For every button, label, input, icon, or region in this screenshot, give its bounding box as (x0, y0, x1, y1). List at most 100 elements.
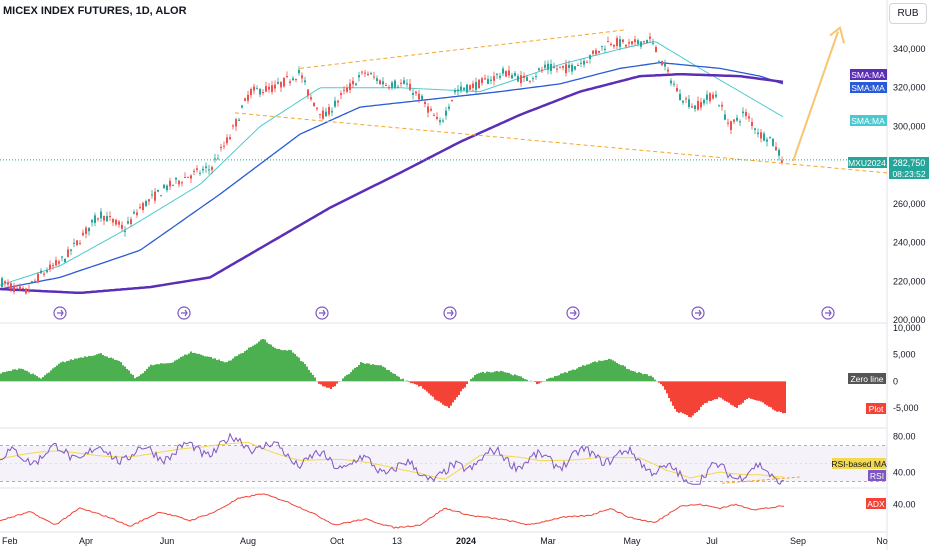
osc-bar (614, 361, 616, 382)
osc-bar (716, 381, 718, 400)
osc-bar (718, 381, 720, 398)
osc-bar (260, 339, 262, 382)
candle-body (136, 212, 138, 216)
candle-body (22, 287, 24, 289)
osc-bar (360, 362, 362, 382)
osc-bar (76, 358, 78, 382)
osc-bar (210, 356, 212, 382)
candle-body (148, 199, 150, 202)
osc-bar (142, 373, 144, 382)
candle-body (511, 75, 513, 79)
candle-body (106, 216, 108, 222)
osc-bar (224, 362, 226, 382)
osc-bar (446, 381, 448, 407)
time-tick-label: Oct (330, 536, 345, 546)
osc-bar (206, 356, 208, 382)
candle-body (652, 42, 654, 44)
osc-bar (630, 370, 632, 382)
osc-bar (744, 381, 746, 401)
candle-body (655, 47, 657, 53)
candle-body (535, 76, 537, 78)
osc-bar (148, 366, 150, 382)
candle-body (280, 81, 282, 88)
osc-bar (610, 359, 612, 382)
osc-bar (44, 375, 46, 382)
osc-bar (350, 372, 352, 382)
osc-bar (16, 369, 18, 382)
time-tick-label: 13 (392, 536, 402, 546)
candle-body (577, 65, 579, 67)
osc-bar (604, 360, 606, 382)
currency-button[interactable]: RUB (889, 3, 927, 24)
osc-bar (282, 350, 284, 382)
osc-bar (562, 373, 564, 382)
oscillator-pane: 10,000 5,000 0 -5,000 (0, 323, 921, 418)
candle-body (514, 73, 516, 76)
candle-body (376, 78, 378, 82)
candle-body (700, 102, 702, 108)
osc-bar (392, 373, 394, 382)
plot-tag: Plot (866, 403, 886, 414)
arrow-head (829, 26, 845, 44)
osc-bar (362, 362, 364, 382)
osc-bar (296, 356, 298, 382)
candle-body (604, 48, 606, 50)
osc-bar (64, 362, 66, 382)
osc-tick-label: 0 (893, 376, 898, 386)
time-tick-label: Jun (160, 536, 175, 546)
candle-body (277, 81, 279, 84)
candle-body (49, 264, 51, 269)
osc-bar (592, 362, 594, 382)
osc-bar (638, 372, 640, 382)
osc-bar (514, 374, 516, 382)
candle-body (640, 41, 642, 47)
candle-body (214, 158, 216, 160)
candle-body (298, 69, 300, 74)
sma-mid-line (0, 61, 784, 290)
osc-bar (220, 361, 222, 382)
osc-bar (578, 367, 580, 382)
candle-body (418, 93, 420, 100)
candle-body (46, 270, 48, 273)
osc-bar (182, 356, 184, 382)
candle-body (85, 227, 87, 234)
osc-bar (86, 356, 88, 382)
osc-bar (588, 364, 590, 382)
osc-bar (240, 353, 242, 382)
candle-body (478, 79, 480, 89)
osc-bar (300, 361, 302, 382)
osc-bar (676, 381, 678, 412)
osc-bar (666, 381, 668, 394)
osc-bar (132, 374, 134, 382)
osc-bar (354, 367, 356, 382)
osc-bar (602, 360, 604, 382)
osc-bar (358, 365, 360, 382)
candle-body (454, 90, 456, 93)
osc-bar (420, 381, 422, 387)
candle-body (781, 160, 783, 163)
osc-bar (216, 360, 218, 382)
candle-body (625, 44, 627, 47)
candlesticks (1, 32, 783, 295)
time-tick-label: Sep (790, 536, 806, 546)
candle-body (97, 218, 99, 220)
candle-body (757, 132, 759, 135)
candle-body (580, 62, 582, 64)
candle-body (61, 256, 63, 258)
osc-bar (484, 373, 486, 382)
osc-bar (734, 381, 736, 407)
osc-bar (46, 373, 48, 382)
candle-body (409, 83, 411, 91)
osc-bar (678, 381, 680, 413)
candle-body (355, 83, 357, 86)
osc-tick-label: 10,000 (893, 323, 921, 333)
osc-bar (266, 342, 268, 382)
candle-body (538, 68, 540, 71)
candle-body (547, 63, 549, 70)
candle-body (571, 64, 573, 72)
candle-body (208, 169, 210, 171)
sma-tag-b: SMA:MA (850, 82, 887, 93)
candle-body (754, 128, 756, 130)
candle-body (430, 108, 432, 111)
